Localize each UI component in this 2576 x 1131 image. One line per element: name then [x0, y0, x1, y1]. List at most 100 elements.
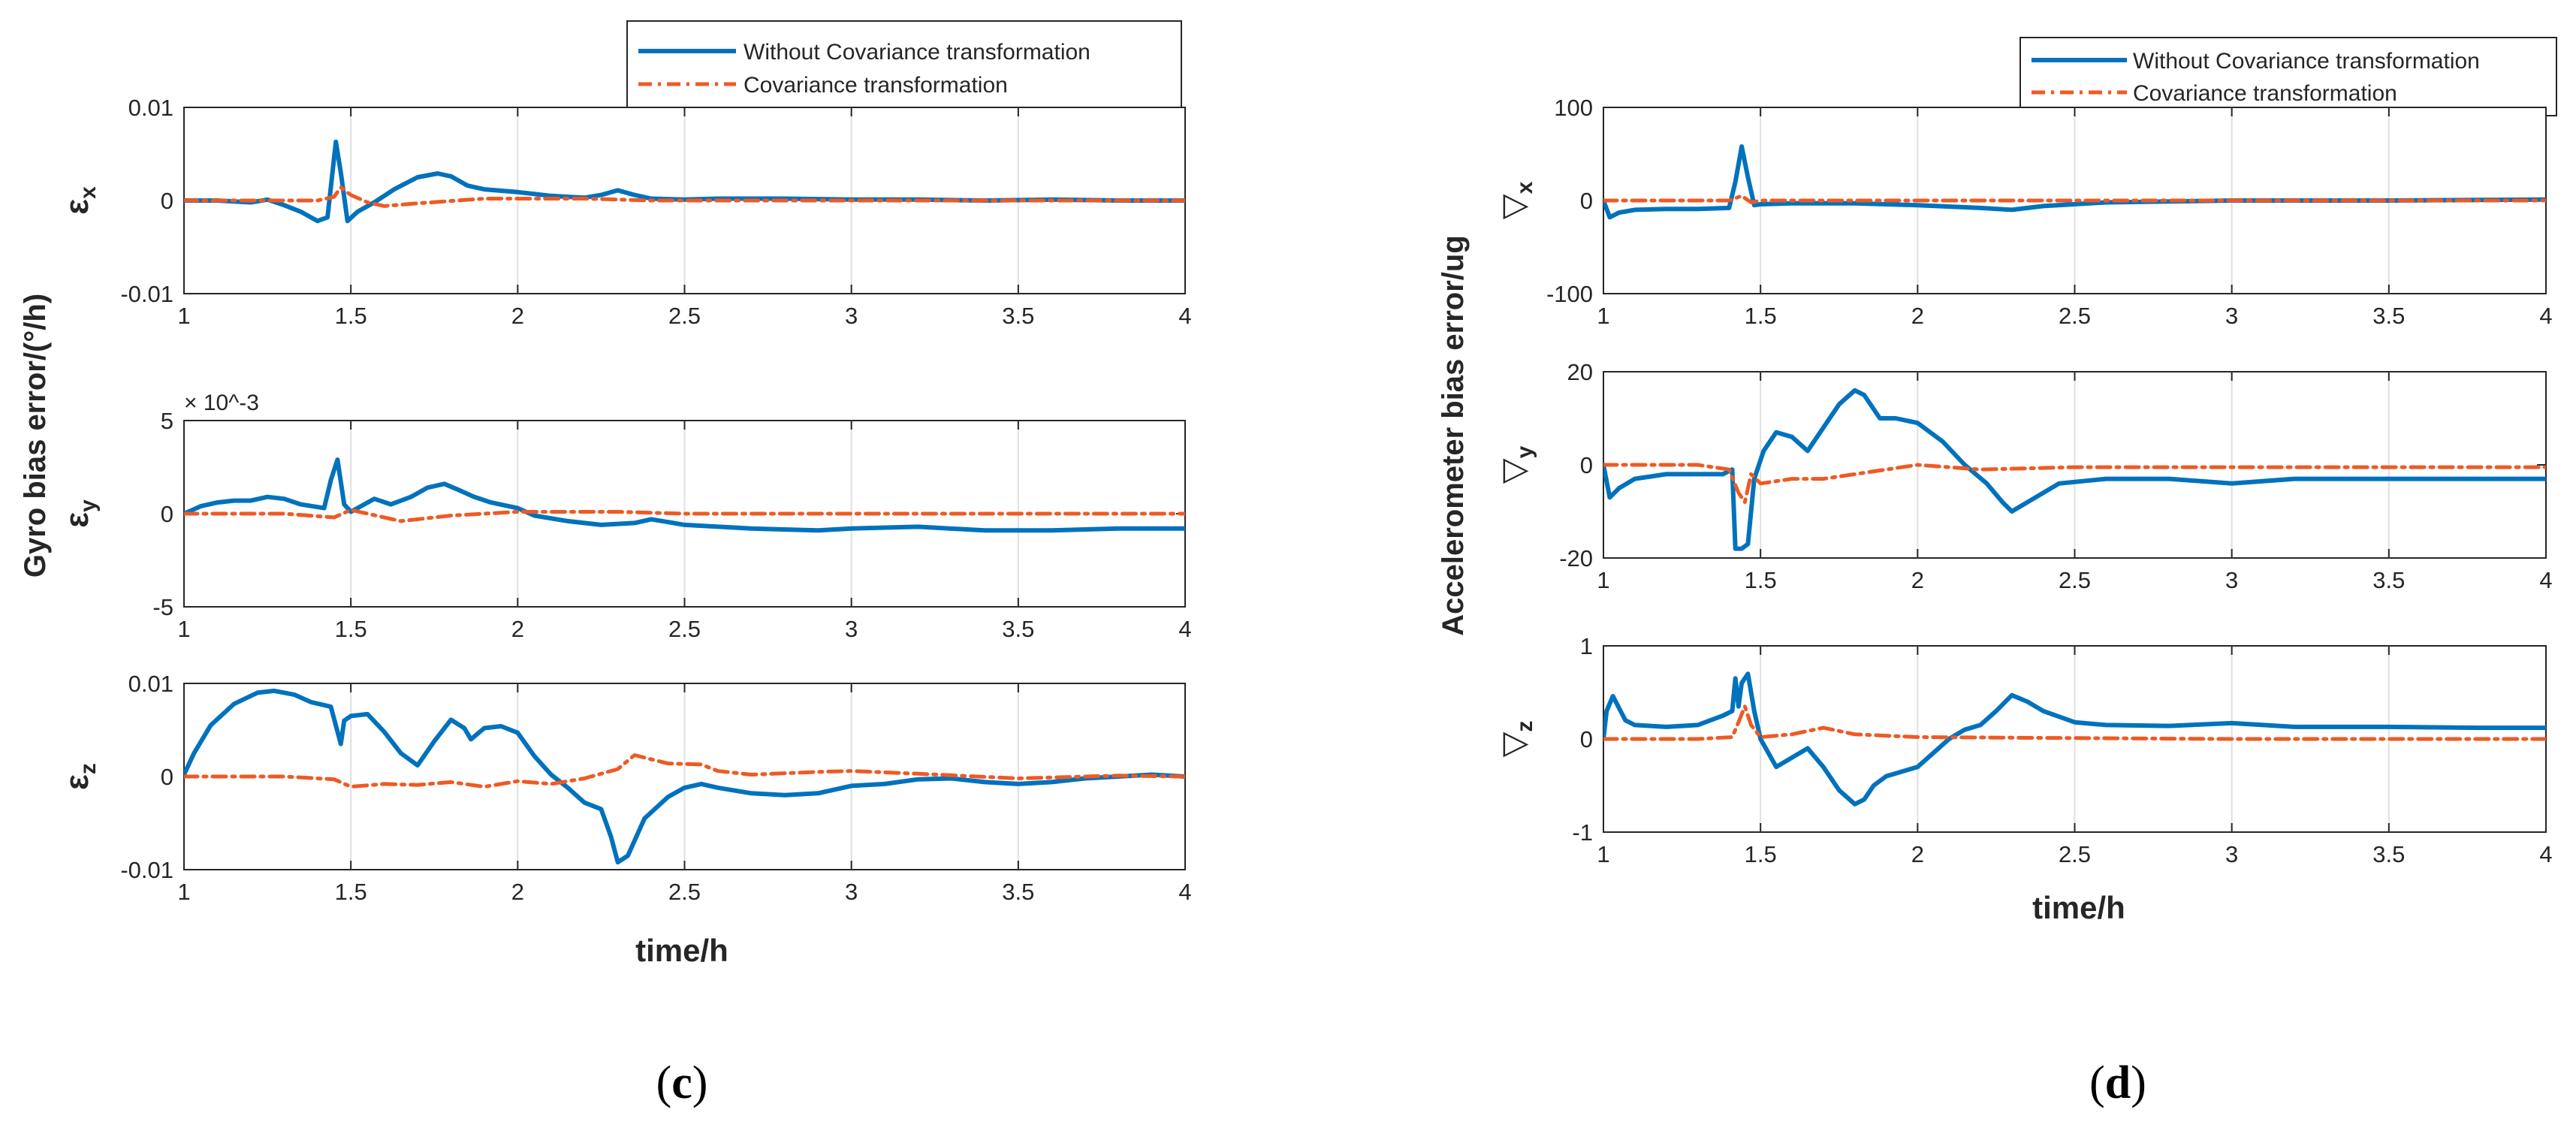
x-tick-label: 3	[2225, 567, 2238, 593]
y-label-subscript: y	[1513, 445, 1537, 458]
x-tick-label: 3.5	[1002, 616, 1034, 642]
y-label-symbol: ε	[59, 199, 95, 215]
series-with-d-x	[1603, 194, 2546, 204]
x-tick-label: 3	[2225, 841, 2238, 867]
series-with-d-z	[1603, 704, 2546, 741]
x-tick-label: 2	[1911, 567, 1924, 593]
series-without-d-y	[1603, 388, 2546, 551]
y-tick-label: 0	[1580, 188, 1593, 214]
panel-d-label-letter: d	[2105, 1057, 2131, 1108]
x-tick-label: 2.5	[2059, 303, 2091, 329]
x-tick-label: 1	[1597, 841, 1609, 867]
y-label-c-y: εy	[59, 499, 101, 528]
y-label-symbol: ▽	[1495, 194, 1532, 219]
x-tick-label: 2.5	[2059, 567, 2091, 593]
x-tick-label: 2.5	[668, 879, 701, 905]
x-tick-label: 2	[1911, 841, 1924, 867]
series-with-c-x	[184, 185, 1185, 208]
x-tick-label: 4	[1178, 616, 1191, 642]
x-tick-label: 4	[2539, 841, 2552, 867]
y-exponent-label: × 10^-3	[184, 391, 259, 415]
y-tick-label: 20	[1567, 359, 1593, 385]
x-tick-label: 3.5	[2372, 303, 2405, 329]
subplot-d-x: 1 1.5 2 2.5 3 3.5 4 -100 0 100 ▽x	[1495, 95, 2553, 329]
subplot-d-y: 1 1.5 2 2.5 3 3.5 4 -20 0 20 ▽y	[1495, 359, 2553, 593]
x-tick-label: 3	[2225, 303, 2238, 329]
y-tick-label: 0	[161, 501, 173, 527]
x-tick-label: 1.5	[335, 616, 367, 642]
panel-c-legend-without: Without Covariance transformation	[744, 40, 1090, 65]
series-with-d-y	[1603, 463, 2546, 505]
y-label-subscript: z	[76, 763, 101, 774]
series-without-c-y	[184, 457, 1185, 533]
panel-d-ylabel: Accelerometer bias error/ug	[1437, 235, 1470, 636]
x-tick-label: 2.5	[668, 616, 701, 642]
y-tick-label: 5	[161, 408, 173, 434]
x-tick-label: 1	[1597, 567, 1609, 593]
x-tick-label: 1.5	[1745, 303, 1777, 329]
panel-c-label: (c)	[656, 1057, 708, 1108]
y-label-d-z: ▽z	[1495, 721, 1537, 758]
y-tick-label: 0	[1580, 452, 1593, 478]
x-tick-label: 2	[511, 303, 524, 329]
y-tick-label: -100	[1546, 281, 1593, 307]
subplot-c-z: 1 1.5 2 2.5 3 3.5 4 -0.01 0 0.01 εz	[59, 671, 1192, 905]
y-label-subscript: x	[1513, 181, 1537, 194]
x-tick-label: 3	[845, 879, 858, 905]
panel-d: Accelerometer bias error/ug time/h Witho…	[1437, 37, 2557, 1108]
x-tick-label: 4	[2539, 303, 2552, 329]
x-tick-label: 4	[2539, 567, 2552, 593]
y-label-symbol: ε	[59, 512, 95, 528]
y-tick-label: -0.01	[120, 857, 173, 883]
x-tick-label: 3.5	[1002, 879, 1034, 905]
x-tick-label: 2.5	[2059, 841, 2091, 867]
y-tick-label: 100	[1554, 95, 1593, 121]
panel-c-label-open: (	[656, 1057, 672, 1108]
series-with-c-y	[184, 508, 1185, 523]
x-tick-label: 3.5	[2372, 567, 2405, 593]
y-tick-label: -20	[1559, 545, 1593, 572]
y-tick-label: 0.01	[128, 95, 173, 121]
x-tick-label: 2	[511, 616, 524, 642]
x-tick-label: 1	[177, 303, 190, 329]
x-tick-label: 1.5	[335, 303, 367, 329]
panel-d-xlabel: time/h	[2032, 890, 2125, 925]
y-label-d-y: ▽y	[1495, 445, 1537, 484]
y-label-symbol: ▽	[1495, 458, 1532, 484]
subplot-c-x: 1 1.5 2 2.5 3 3.5 4 -0.01 0 0.01 εx	[59, 95, 1192, 329]
x-tick-label: 1	[177, 879, 190, 905]
subplot-d-z: 1 1.5 2 2.5 3 3.5 4 -1 0 1 ▽z	[1495, 633, 2553, 867]
x-tick-label: 3	[845, 616, 858, 642]
subplot-c-y: 1 1.5 2 2.5 3 3.5 4 -5 0 5 × 10^-3 εy	[59, 391, 1192, 642]
y-tick-label: 0	[1580, 726, 1593, 752]
y-label-subscript: y	[76, 499, 101, 512]
panel-d-legend-without: Without Covariance transformation	[2133, 49, 2480, 74]
x-tick-label: 4	[1178, 879, 1191, 905]
x-tick-label: 1.5	[1745, 841, 1777, 867]
x-tick-label: 1	[177, 616, 190, 642]
panel-d-label-close: )	[2131, 1057, 2146, 1108]
x-tick-label: 3.5	[2372, 841, 2405, 867]
x-tick-label: 4	[1178, 303, 1191, 329]
y-tick-label: 0.01	[128, 671, 173, 697]
panel-d-legend: Without Covariance transformation Covari…	[2019, 37, 2557, 116]
x-tick-label: 2.5	[668, 303, 701, 329]
panel-d-legend-with: Covariance transformation	[2133, 81, 2397, 106]
y-tick-label: -0.01	[120, 281, 173, 307]
series-without-d-x	[1603, 144, 2546, 220]
panel-c-label-close: )	[692, 1057, 708, 1108]
series-without-d-z	[1603, 671, 2546, 807]
x-tick-label: 3	[845, 303, 858, 329]
x-tick-label: 2	[1911, 303, 1924, 329]
y-label-c-z: εz	[59, 763, 101, 790]
x-tick-label: 2	[511, 879, 524, 905]
series-with-c-z	[184, 753, 1185, 789]
y-label-subscript: x	[76, 186, 101, 199]
y-tick-label: 0	[161, 188, 173, 214]
x-tick-label: 1.5	[1745, 567, 1777, 593]
panel-d-label-open: (	[2089, 1057, 2105, 1108]
panel-c-xlabel: time/h	[635, 933, 728, 968]
y-tick-label: 0	[161, 764, 173, 790]
